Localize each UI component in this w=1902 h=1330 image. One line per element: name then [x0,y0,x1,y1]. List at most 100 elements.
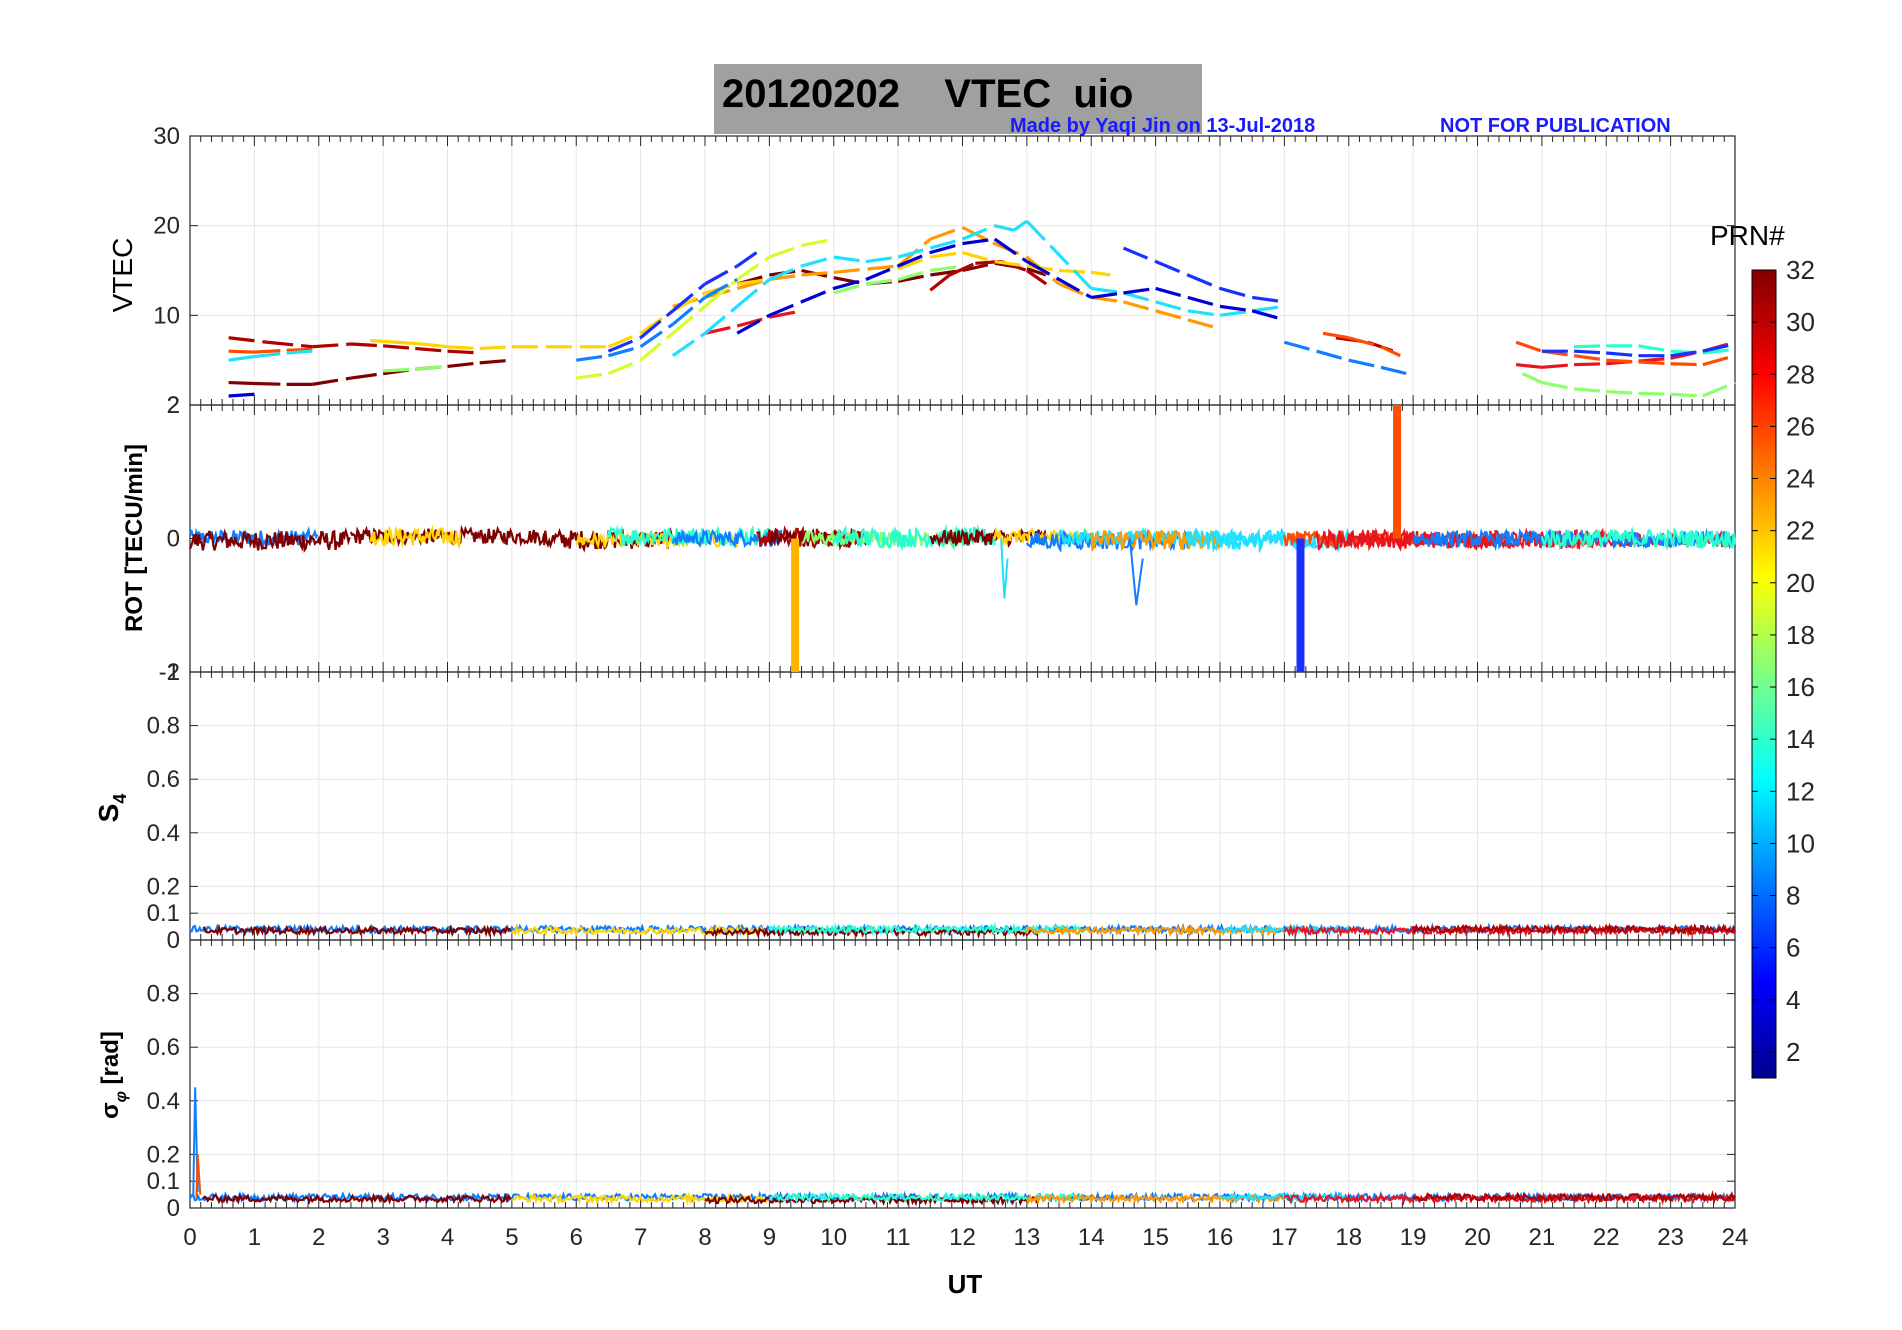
vtec-segment [801,237,835,247]
x-tick-label: 16 [1207,1224,1234,1251]
vtec-segment [228,354,255,362]
vtec-segment [608,345,642,358]
vtec-segment [1155,300,1189,313]
vtec-segment [639,309,674,339]
vtec-segment [639,322,674,349]
vtec-segment [1606,389,1639,395]
colorbar-tick-label: 4 [1786,985,1800,1015]
vtec-segment [704,278,738,299]
vtec-segment [1251,295,1285,304]
vtec-segment [607,358,642,376]
vtec-segment [1091,291,1124,299]
rot-trace [832,524,996,552]
vtec-segment [1219,286,1253,299]
rot-trace [1090,528,1222,552]
y-tick-label: 0.6 [147,766,180,793]
vtec-segment [833,282,867,295]
vtec-segment [1670,349,1704,358]
vtec-segment [1521,372,1543,385]
rot-dip [1128,538,1144,606]
s4-ylabel: S4 [93,794,130,823]
vtec-segment [833,277,867,290]
colorbar-tick-label: 30 [1786,307,1815,337]
vtec-segment [228,380,255,386]
vtec-segment [897,251,931,268]
vtec-segment [1187,295,1221,308]
x-tick-label: 8 [698,1224,711,1251]
colorbar-tick-label: 12 [1786,776,1815,806]
vtec-segment [447,349,480,355]
vtec-segment [228,336,268,344]
vtec-segment [1187,273,1221,290]
vtec-segment [994,224,1015,232]
vtec-segment [994,259,1028,268]
vtec-segment [1322,331,1350,340]
vtec-segment [948,261,977,277]
colorbar-tick-label: 16 [1786,672,1815,702]
vtec-segment [930,264,963,273]
vtec-segment [1638,391,1671,396]
x-tick-label: 24 [1722,1224,1749,1251]
vtec-segment [228,392,255,398]
colorbar-tick-label: 20 [1786,568,1815,598]
colorbar-tick-label: 8 [1786,881,1800,911]
vtec-segment [312,342,352,349]
colorbar-tick-label: 26 [1786,411,1815,441]
vtec-segment [704,324,738,335]
vtec-segment [1606,351,1639,358]
vtec-segment [479,358,513,365]
y-tick-label: 2 [167,392,180,419]
x-tick-label: 11 [886,1224,911,1251]
vtec-segment [930,268,963,277]
vtec-segment [897,273,931,283]
notice-text: NOT FOR PUBLICATION [1440,115,1671,137]
vtec-segment [736,277,770,290]
vtec-series-prn-9 [576,278,1408,376]
y-tick-label: 0.4 [147,820,180,847]
vtec-segment [704,264,738,286]
s4-trace [1025,923,1286,938]
s4-trace [202,923,512,938]
y-tick-label: 0.1 [147,900,180,927]
vtec-segment [447,345,480,351]
rot-dip [1000,538,1009,599]
vtec-segment [1702,381,1736,398]
vtec-segment [929,242,963,255]
vtec-segment [769,309,802,319]
sigma-trace [1025,1192,1286,1205]
x-tick-label: 7 [634,1224,647,1251]
y-tick-label-top: 1 [167,659,180,686]
vtec-segment [962,261,996,273]
vtec-segment [382,344,416,351]
vtec-segment [768,264,803,281]
vtec-segment [1348,358,1382,369]
vtec-segment [576,372,609,380]
vtec-segment [1026,260,1093,299]
vtec-segment [865,277,899,286]
vtec-segment [1155,286,1189,299]
vtec-segment [415,346,448,353]
y-tick-label: 0.8 [147,713,180,740]
vtec-segment [1515,363,1543,369]
vtec-segment [897,255,931,271]
vtec-series-prn-6 [607,246,1736,358]
x-tick-label: 5 [505,1224,518,1251]
colorbar-tick-label: 32 [1786,255,1815,285]
vtec-segment [833,255,867,264]
vtec-segment [1251,304,1285,313]
sigma-spike [195,1154,202,1198]
x-tick-label: 23 [1657,1224,1684,1251]
vtec-segment [1574,362,1607,367]
vtec-segment [350,372,384,380]
vtec-segment [383,367,416,373]
vtec-segment [1573,354,1607,362]
colorbar-tick-label: 10 [1786,828,1815,858]
vtec-segment [1013,219,1028,232]
rot-spike [791,538,800,672]
x-tick-label: 3 [376,1224,389,1251]
vtec-segment [768,300,803,317]
x-tick-label: 20 [1464,1224,1491,1251]
vtec-segment [897,246,931,259]
